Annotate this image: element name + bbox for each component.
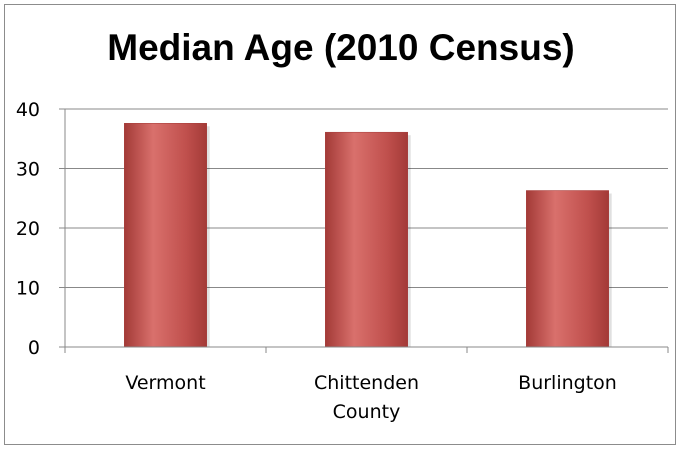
y-tick-label: 20 — [16, 218, 40, 240]
bar-burlington — [526, 190, 609, 348]
x-category-label: County — [333, 401, 401, 423]
x-category-label: Vermont — [125, 372, 205, 394]
chart-title: Median Age (2010 Census) — [107, 27, 574, 68]
axes — [59, 108, 669, 353]
x-category-label: Chittenden — [314, 372, 419, 394]
y-tick-label: 0 — [28, 337, 40, 359]
y-tick-label: 40 — [16, 99, 40, 121]
x-category-label: Burlington — [518, 372, 617, 394]
y-tick-label: 10 — [16, 278, 40, 300]
bar-chittenden-county — [325, 131, 408, 348]
bars — [124, 123, 612, 348]
bar-vermont — [124, 123, 207, 348]
labels: 0 10 20 30 40 Vermont Chittenden County Burlingt… — [16, 99, 617, 423]
y-tick-label: 30 — [16, 159, 40, 181]
